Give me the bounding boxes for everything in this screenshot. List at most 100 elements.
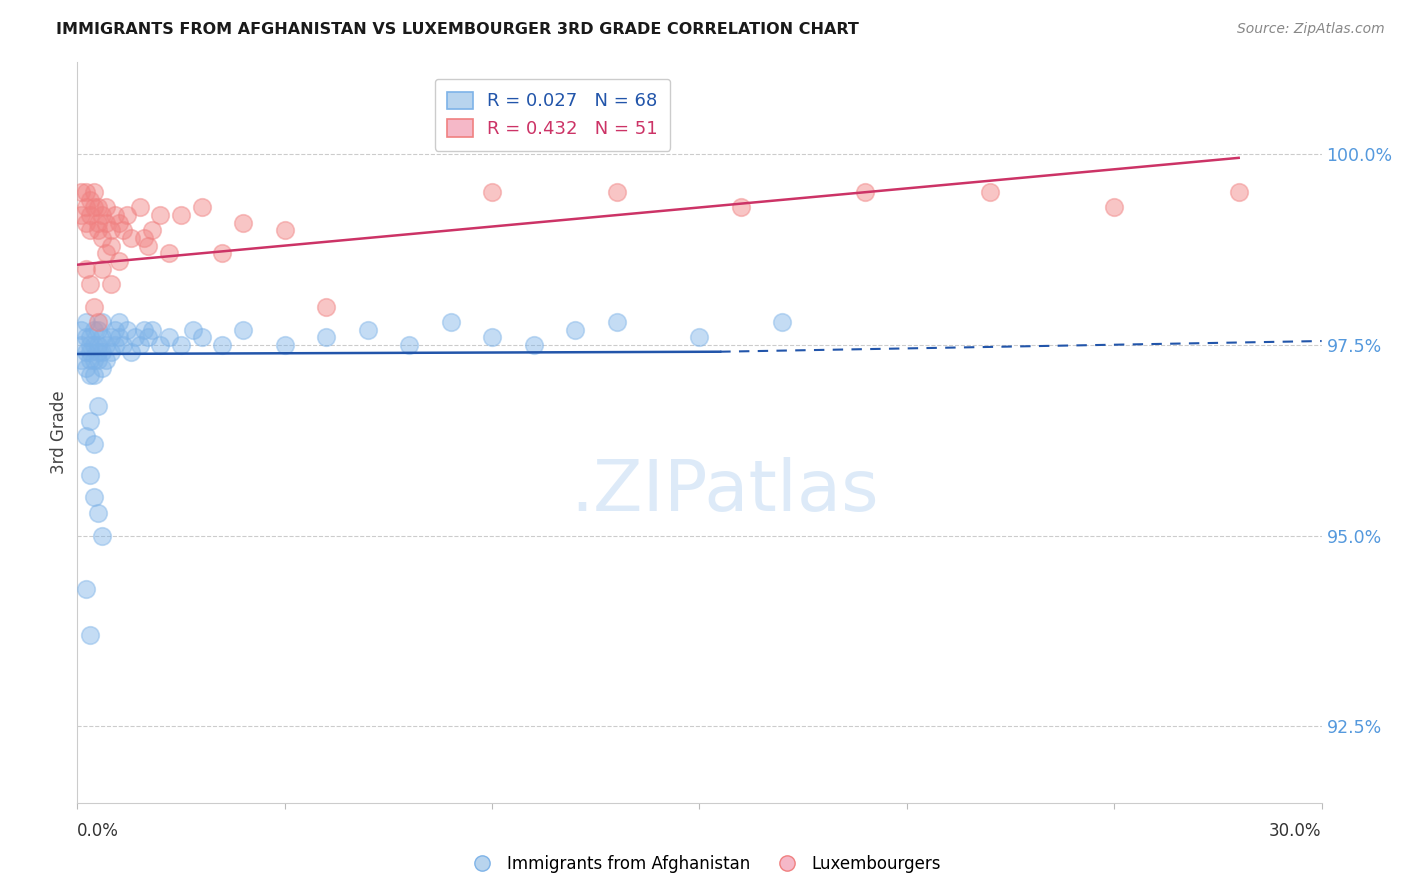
Point [87,322,110,336]
Point [75,201,97,215]
Text: .ZIPatlas: .ZIPatlas [569,458,879,526]
Point [87,345,110,359]
Point [96,338,118,352]
Point [606,315,628,329]
Point [149,338,172,352]
Point [87,399,110,413]
Point [96,246,118,260]
Point [91,231,114,245]
Point [70,322,93,336]
Point [100,238,122,252]
Point [100,345,122,359]
Point [136,330,159,344]
Point [274,338,297,352]
Point [115,322,138,336]
Point [75,582,97,596]
Point [79,628,101,642]
Point [1104,201,1126,215]
Point [111,338,134,352]
Point [83,201,105,215]
Point [232,216,254,230]
Point [315,300,337,314]
Text: 0.0%: 0.0% [77,822,120,840]
Point [108,216,131,230]
Point [87,315,110,329]
Point [128,338,150,352]
Point [79,368,101,383]
Point [87,506,110,520]
Point [132,322,155,336]
Point [91,529,114,543]
Point [111,223,134,237]
Point [79,277,101,291]
Point [70,185,93,199]
Legend: Immigrants from Afghanistan, Luxembourgers: Immigrants from Afghanistan, Luxembourge… [458,848,948,880]
Point [730,201,752,215]
Point [523,338,546,352]
Point [115,208,138,222]
Point [170,338,193,352]
Point [79,414,101,428]
Point [91,261,114,276]
Point [104,322,127,336]
Point [357,322,380,336]
Point [96,216,118,230]
Point [108,315,131,329]
Legend: R = 0.027   N = 68, R = 0.432   N = 51: R = 0.027 N = 68, R = 0.432 N = 51 [434,78,671,151]
Point [87,216,110,230]
Point [75,429,97,443]
Point [120,345,142,359]
Point [70,338,93,352]
Point [91,360,114,375]
Point [772,315,794,329]
Point [481,330,503,344]
Point [75,261,97,276]
Point [100,330,122,344]
Point [232,322,254,336]
Point [79,353,101,368]
Point [191,201,214,215]
Point [104,208,127,222]
Point [75,330,97,344]
Point [1227,185,1250,199]
Point [91,330,114,344]
Point [87,223,110,237]
Point [79,467,101,482]
Point [70,208,93,222]
Point [87,201,110,215]
Point [191,330,214,344]
Point [75,216,97,230]
Point [211,338,233,352]
Point [141,223,163,237]
Point [87,338,110,352]
Point [128,201,150,215]
Point [83,185,105,199]
Point [120,231,142,245]
Point [108,330,131,344]
Point [83,338,105,352]
Point [315,330,337,344]
Point [79,330,101,344]
Point [440,315,463,329]
Point [149,208,172,222]
Point [83,300,105,314]
Point [96,201,118,215]
Point [157,246,180,260]
Point [75,360,97,375]
Point [83,437,105,451]
Point [91,208,114,222]
Point [79,223,101,237]
Point [83,368,105,383]
Point [157,330,180,344]
Point [564,322,586,336]
Point [104,338,127,352]
Point [124,330,146,344]
Point [855,185,877,199]
Point [79,208,101,222]
Point [132,231,155,245]
Point [183,322,205,336]
Y-axis label: 3rd Grade: 3rd Grade [49,391,67,475]
Point [108,253,131,268]
Point [91,315,114,329]
Text: IMMIGRANTS FROM AFGHANISTAN VS LUXEMBOURGER 3RD GRADE CORRELATION CHART: IMMIGRANTS FROM AFGHANISTAN VS LUXEMBOUR… [56,22,859,37]
